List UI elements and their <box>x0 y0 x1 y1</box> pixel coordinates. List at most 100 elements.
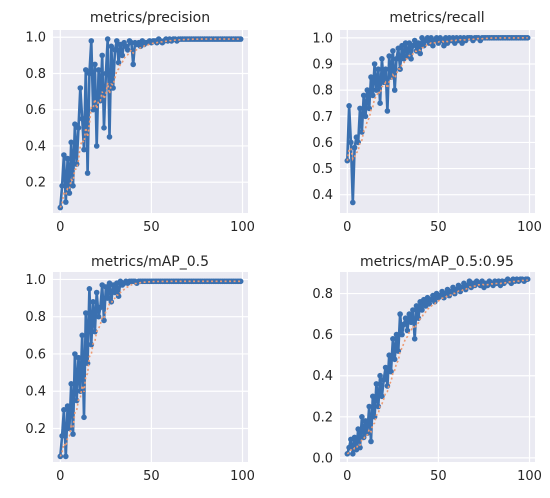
data-point <box>103 70 109 77</box>
chart-title: metrics/mAP_0.5 <box>91 254 209 270</box>
data-point <box>101 317 107 324</box>
data-point <box>77 388 84 395</box>
data-point <box>411 336 418 342</box>
data-point <box>66 190 73 196</box>
data-point <box>362 113 369 120</box>
data-point <box>371 61 378 67</box>
data-point <box>524 276 531 283</box>
data-point <box>86 286 93 292</box>
data-point <box>86 70 93 77</box>
chart-panel: 0.4 0.5 0.6 0.7 0.8 0.9 1.0 0 50 100 metrics/recal… <box>312 10 542 235</box>
data-point <box>59 183 65 189</box>
data-point <box>237 36 244 42</box>
data-point <box>61 407 67 413</box>
data-point <box>368 438 374 445</box>
y-tick-label: 0.4 <box>312 188 333 203</box>
data-point <box>377 100 383 106</box>
data-point <box>410 307 416 313</box>
data-point <box>70 431 76 437</box>
chart-title: metrics/recall <box>389 10 484 26</box>
data-point <box>112 289 118 296</box>
data-point <box>115 59 122 66</box>
data-point <box>351 434 358 441</box>
x-tick-label: 0 <box>56 469 64 484</box>
y-tick-label: 0.7 <box>312 110 333 125</box>
data-point <box>379 393 385 400</box>
data-point <box>375 66 382 72</box>
y-tick-label: 0.6 <box>312 136 333 151</box>
data-point <box>110 85 116 91</box>
data-point <box>402 315 409 322</box>
y-tick-label: 0.6 <box>25 103 46 118</box>
data-point <box>68 381 74 387</box>
y-tick-label: 0.2 <box>25 176 46 191</box>
data-point <box>384 108 391 114</box>
x-tick-label: 50 <box>430 220 447 235</box>
data-point <box>351 144 358 151</box>
y-tick-label: 1.0 <box>25 31 46 46</box>
data-point <box>406 311 413 317</box>
data-point <box>93 143 100 149</box>
data-point <box>346 444 352 451</box>
y-tick-label: 0.8 <box>25 310 46 325</box>
x-tick-label: 50 <box>143 469 160 484</box>
data-point <box>417 50 424 57</box>
data-point <box>377 372 383 379</box>
data-point <box>237 278 244 285</box>
data-point <box>413 303 420 309</box>
y-tick-label: 0.9 <box>312 57 333 72</box>
data-point <box>364 430 371 437</box>
data-point <box>93 289 100 296</box>
data-point <box>97 304 104 311</box>
x-tick-label: 100 <box>230 469 255 484</box>
chart-title: metrics/precision <box>90 10 210 26</box>
data-point <box>99 52 105 59</box>
x-tick-label: 100 <box>517 220 542 235</box>
data-point <box>357 444 363 451</box>
data-point <box>430 42 436 49</box>
data-point <box>68 139 74 146</box>
data-point <box>391 87 398 93</box>
data-point <box>81 146 87 153</box>
data-point <box>366 403 373 410</box>
data-point <box>401 321 407 328</box>
smoothed-line <box>59 38 241 208</box>
data-point <box>386 53 393 59</box>
data-point <box>101 125 107 131</box>
data-point <box>114 38 120 44</box>
data-point <box>64 403 71 409</box>
data-point <box>355 426 362 432</box>
data-point <box>346 103 352 109</box>
y-tick-label: 1.0 <box>25 273 46 288</box>
data-point <box>415 40 422 46</box>
data-point <box>357 105 363 112</box>
x-tick-label: 50 <box>143 220 160 235</box>
x-tick-label: 0 <box>343 220 351 235</box>
chart-title: metrics/mAP_0.5:0.95 <box>360 254 514 270</box>
data-point <box>112 47 118 53</box>
data-point <box>397 311 403 317</box>
data-point <box>77 85 84 91</box>
y-tick-label: 0.8 <box>25 67 46 82</box>
data-point <box>390 336 396 342</box>
data-point <box>81 414 87 421</box>
data-point <box>410 42 416 49</box>
data-point <box>83 310 89 316</box>
data-point <box>390 48 396 54</box>
y-tick-label: 0.6 <box>312 328 333 343</box>
data-point <box>393 331 400 338</box>
y-tick-label: 0.4 <box>25 385 46 400</box>
data-point <box>370 393 376 400</box>
data-point <box>360 92 367 99</box>
y-tick-label: 0.8 <box>312 84 333 99</box>
data-point <box>104 36 111 42</box>
data-point <box>79 116 85 122</box>
data-point <box>103 284 109 290</box>
data-point <box>79 332 85 339</box>
data-point <box>95 313 102 320</box>
data-point <box>391 356 398 363</box>
data-point <box>75 354 82 361</box>
data-point <box>373 87 380 93</box>
data-point <box>130 61 136 68</box>
